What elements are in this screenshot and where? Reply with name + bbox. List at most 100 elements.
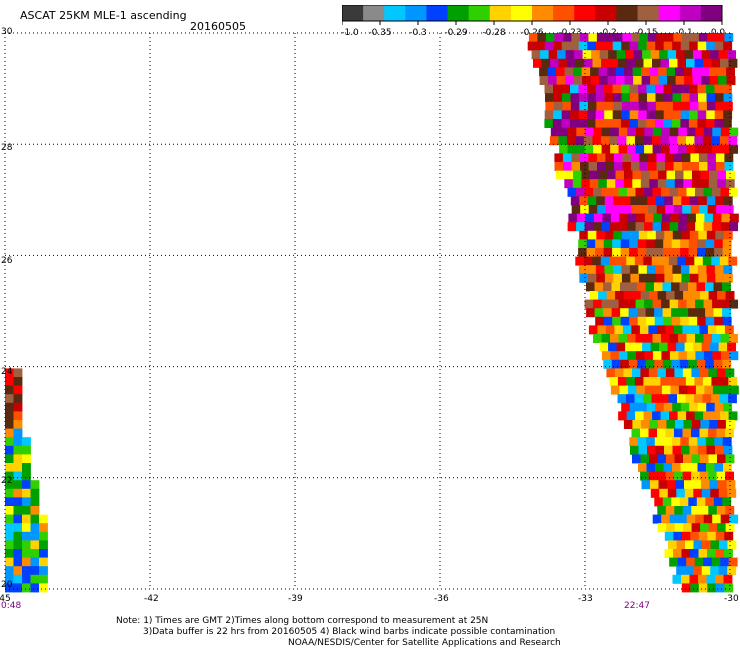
data-cell <box>561 41 571 51</box>
data-cell <box>562 93 571 103</box>
data-cell <box>589 179 599 189</box>
data-cell <box>647 153 657 163</box>
data-cell <box>663 316 673 326</box>
data-cell <box>630 153 640 163</box>
data-cell <box>654 316 664 326</box>
legend-label: -0.1 <box>675 28 693 37</box>
data-cell <box>672 574 682 584</box>
data-cell <box>595 84 605 94</box>
lat-label-30: 30 <box>1 27 13 37</box>
data-cell <box>590 76 600 85</box>
data-cell <box>664 273 674 283</box>
data-cell <box>627 351 637 361</box>
data-cell <box>630 230 640 240</box>
data-cell <box>644 299 653 309</box>
data-cell <box>708 179 718 189</box>
data-cell <box>590 67 599 77</box>
data-cell <box>688 282 697 292</box>
data-cell <box>686 411 695 421</box>
data-cell <box>30 583 40 593</box>
data-cell <box>610 334 619 343</box>
data-cell <box>706 574 716 584</box>
data-cell <box>22 497 31 507</box>
data-cell <box>725 179 735 189</box>
data-cell <box>638 196 648 206</box>
data-cell <box>671 359 681 369</box>
data-cell <box>30 514 40 524</box>
data-cell <box>589 291 599 300</box>
legend-swatch <box>616 5 639 21</box>
data-cell <box>5 480 14 490</box>
data-cell <box>39 549 48 558</box>
data-cell <box>587 265 597 275</box>
data-cell <box>729 144 738 154</box>
data-cell <box>691 179 701 189</box>
data-cell <box>669 222 679 232</box>
legend-swatch <box>363 5 385 21</box>
data-cell <box>588 153 598 163</box>
data-cell <box>728 256 738 266</box>
data-cell <box>39 531 48 541</box>
data-cell <box>584 144 594 154</box>
data-cell <box>707 33 717 42</box>
data-cell <box>679 497 689 507</box>
data-cell <box>669 187 679 197</box>
data-cell <box>548 76 557 85</box>
data-cell <box>615 291 624 300</box>
data-cell <box>544 41 554 51</box>
data-cell <box>729 299 738 309</box>
data-cell <box>22 574 31 584</box>
data-cell <box>592 256 602 266</box>
data-cell <box>705 239 715 249</box>
data-cell <box>545 101 555 111</box>
data-cell <box>700 179 710 189</box>
data-cell <box>638 402 648 412</box>
data-cell <box>651 394 661 404</box>
data-cell <box>671 119 681 128</box>
data-cell <box>13 488 23 498</box>
data-cell <box>607 170 616 180</box>
data-cell <box>695 127 705 137</box>
data-cell <box>665 471 675 481</box>
data-cell <box>648 162 657 171</box>
data-cell <box>621 196 631 206</box>
data-cell <box>622 153 632 163</box>
data-cell <box>709 67 718 77</box>
data-cell <box>604 230 614 240</box>
data-cell <box>705 497 715 507</box>
data-cell <box>648 368 658 378</box>
data-cell <box>658 170 667 180</box>
data-cell <box>671 282 680 292</box>
data-cell <box>708 506 718 515</box>
data-cell <box>615 170 625 180</box>
data-cell <box>621 273 631 283</box>
data-cell <box>714 41 724 51</box>
data-cell <box>718 566 728 576</box>
data-cell <box>638 445 648 455</box>
data-cell <box>654 359 664 369</box>
data-cell <box>22 514 31 524</box>
lon-label-39: -39 <box>288 594 303 604</box>
footnotes: Note: 1) Times are GMT 2)Times along bot… <box>116 616 561 649</box>
data-cell <box>609 58 619 68</box>
data-cell <box>688 308 697 318</box>
data-cell <box>694 394 703 404</box>
data-cell <box>724 205 734 214</box>
data-cell <box>697 402 707 412</box>
data-cell <box>604 196 614 206</box>
data-cell <box>701 50 711 60</box>
data-cell <box>702 377 712 386</box>
data-cell <box>673 325 683 335</box>
data-cell <box>706 84 715 94</box>
data-cell <box>723 463 732 472</box>
data-cell <box>664 445 673 455</box>
data-cell <box>570 93 580 103</box>
data-cell <box>639 325 649 335</box>
data-cell <box>646 265 656 275</box>
data-cell <box>609 377 619 386</box>
data-cell <box>637 316 647 326</box>
data-cell <box>678 144 687 154</box>
data-cell <box>717 420 727 429</box>
data-cell <box>694 136 704 146</box>
data-cell <box>646 463 656 472</box>
